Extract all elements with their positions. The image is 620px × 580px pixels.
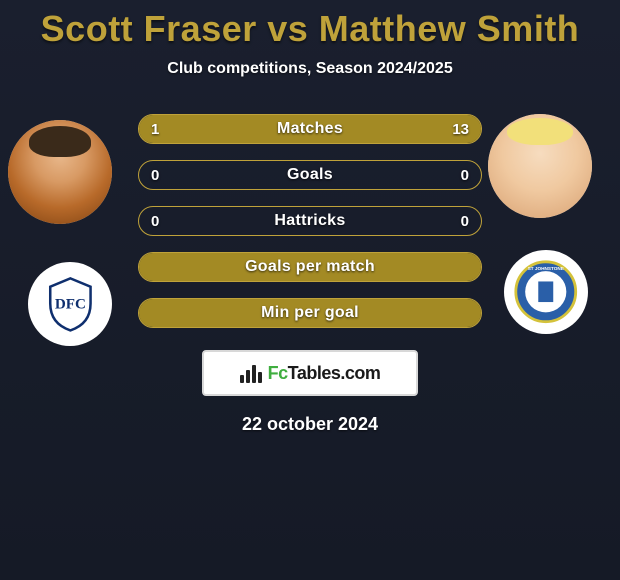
brand-logo[interactable]: FcTables.com <box>202 350 418 396</box>
stat-row: 00Hattricks <box>138 206 482 236</box>
player-left-avatar <box>8 120 112 224</box>
comparison-card: Scott Fraser vs Matthew Smith Club compe… <box>0 0 620 435</box>
stat-label: Goals <box>139 161 481 189</box>
player-right-face-icon <box>488 114 592 218</box>
stat-row: Goals per match <box>138 252 482 282</box>
stat-label: Hattricks <box>139 207 481 235</box>
club-left-crest: DFC <box>28 262 112 346</box>
date-text: 22 october 2024 <box>0 414 620 435</box>
club-right-crest-icon: ST JOHNSTONE <box>504 250 588 334</box>
club-right-crest: ST JOHNSTONE <box>504 250 588 334</box>
svg-text:ST JOHNSTONE: ST JOHNSTONE <box>528 266 564 271</box>
player-right-avatar <box>488 114 592 218</box>
stat-row: 00Goals <box>138 160 482 190</box>
stat-label: Min per goal <box>139 299 481 327</box>
stat-row: Min per goal <box>138 298 482 328</box>
stat-bars: 113Matches 00Goals 00Hattricks Goals per ma… <box>138 106 482 328</box>
page-title: Scott Fraser vs Matthew Smith <box>0 8 620 50</box>
subtitle: Club competitions, Season 2024/2025 <box>0 60 620 78</box>
player-left-face-icon <box>8 120 112 224</box>
brand-prefix: Fc <box>268 363 288 383</box>
bars-chart-icon <box>240 363 262 383</box>
content-area: DFC ST JOHNSTONE 113Matches 00Goals 00Hatt… <box>0 106 620 435</box>
stat-label: Matches <box>139 115 481 143</box>
club-left-crest-icon: DFC <box>28 262 112 346</box>
brand-suffix: Tables.com <box>288 363 381 383</box>
stat-label: Goals per match <box>139 253 481 281</box>
stat-row: 113Matches <box>138 114 482 144</box>
svg-text:DFC: DFC <box>54 296 85 312</box>
brand-text: FcTables.com <box>268 363 381 384</box>
